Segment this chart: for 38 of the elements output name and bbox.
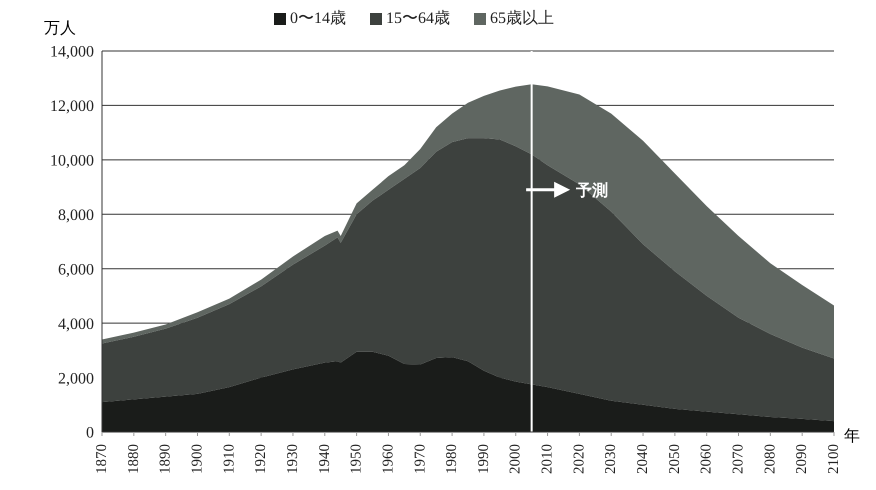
- legend-label: 0〜14歳: [290, 10, 346, 27]
- x-tick-label: 2030: [603, 444, 620, 474]
- x-tick-label: 1970: [412, 444, 428, 474]
- x-tick-label: 2020: [571, 444, 588, 474]
- x-axis-title: 年: [844, 427, 860, 447]
- x-tick-label: 1890: [158, 444, 174, 474]
- x-tick-label: 1990: [476, 444, 492, 474]
- x-tick-label: 1870: [94, 444, 110, 474]
- y-tick-label: 14,000: [50, 44, 94, 61]
- y-tick-label: 2,000: [58, 370, 94, 388]
- x-tick-label: 2010: [540, 444, 556, 474]
- x-tick-label: 2060: [698, 444, 715, 474]
- y-tick-label: 12,000: [50, 98, 94, 116]
- x-tick-label: 1920: [253, 444, 270, 474]
- x-tick-label: 1980: [444, 444, 460, 474]
- y-tick-label: 8,000: [58, 206, 94, 224]
- x-tick-label: 2000: [508, 444, 524, 474]
- annotation: 予測: [575, 180, 608, 200]
- x-tick-label: 2100: [826, 444, 842, 474]
- x-tick-label: 2070: [730, 444, 747, 474]
- y-tick-label: 10,000: [50, 152, 94, 170]
- x-tick-label: 1930: [284, 444, 301, 474]
- x-tick-label: 2040: [635, 444, 652, 474]
- x-tick-label: 1950: [348, 444, 365, 474]
- x-tick-label: 1940: [316, 444, 333, 474]
- x-tick-label: 1960: [380, 444, 396, 474]
- x-tick-label: 2080: [762, 444, 778, 474]
- x-tick-label: 1880: [126, 444, 142, 474]
- y-tick-label: 4,000: [58, 316, 94, 333]
- x-tick-label: 1910: [221, 444, 238, 474]
- x-tick-label: 2050: [666, 444, 683, 474]
- legend-label: 15〜64歳: [386, 10, 450, 27]
- x-tick-label: 1900: [189, 444, 206, 474]
- legend-label: 65歳以上: [490, 10, 554, 27]
- y-axis-title: 万人: [44, 19, 76, 39]
- x-tick-label: 2090: [794, 444, 810, 474]
- y-tick-label: 0: [86, 424, 94, 442]
- y-tick-label: 6,000: [58, 261, 94, 278]
